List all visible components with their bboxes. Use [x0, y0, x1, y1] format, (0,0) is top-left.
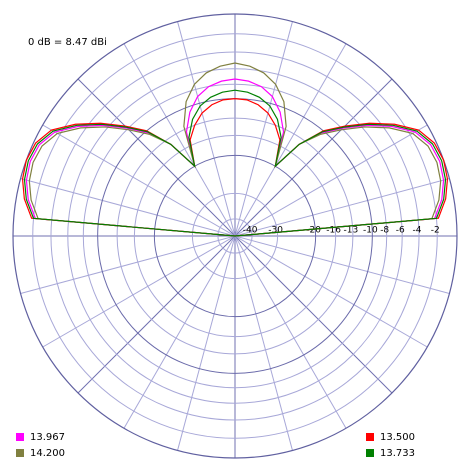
pattern-line: [28, 62, 442, 237]
r-tick-label: -40: [243, 226, 258, 236]
grid-ring: [82, 83, 388, 389]
pattern-line: [21, 98, 449, 237]
pattern-line: [25, 78, 445, 237]
outer-ring: [12, 13, 458, 459]
grid-ring: [32, 33, 438, 439]
r-tick-label: -6: [396, 226, 405, 236]
pattern-line: [23, 89, 447, 237]
legend-swatch: [366, 433, 374, 441]
grid-ring: [50, 51, 420, 421]
grid-ring: [191, 192, 279, 280]
legend-label: 14.200: [30, 448, 65, 459]
grid-ring: [217, 218, 253, 254]
legend-swatch: [16, 449, 24, 457]
legend-swatch: [16, 433, 24, 441]
r-tick-label: -4: [413, 226, 422, 236]
r-tick-label: -30: [268, 226, 283, 236]
legend-label: 13.733: [380, 448, 415, 459]
r-tick-label: -20: [306, 226, 321, 236]
r-tick-label: -8: [380, 226, 389, 236]
legend-label: 13.967: [30, 432, 65, 443]
r-tick-label: -13: [344, 226, 359, 236]
legend-label: 13.500: [380, 432, 415, 443]
grid-ring: [116, 117, 354, 355]
legend-swatch: [366, 449, 374, 457]
grid-ring: [67, 68, 403, 404]
annotation: 0 dB = 8.47 dBi: [28, 37, 107, 48]
grid-ring: [133, 134, 337, 338]
r-tick-label: -16: [326, 226, 341, 236]
r-tick-label: -2: [431, 226, 440, 236]
grid-ring: [153, 154, 317, 318]
r-tick-label: -10: [363, 226, 378, 236]
